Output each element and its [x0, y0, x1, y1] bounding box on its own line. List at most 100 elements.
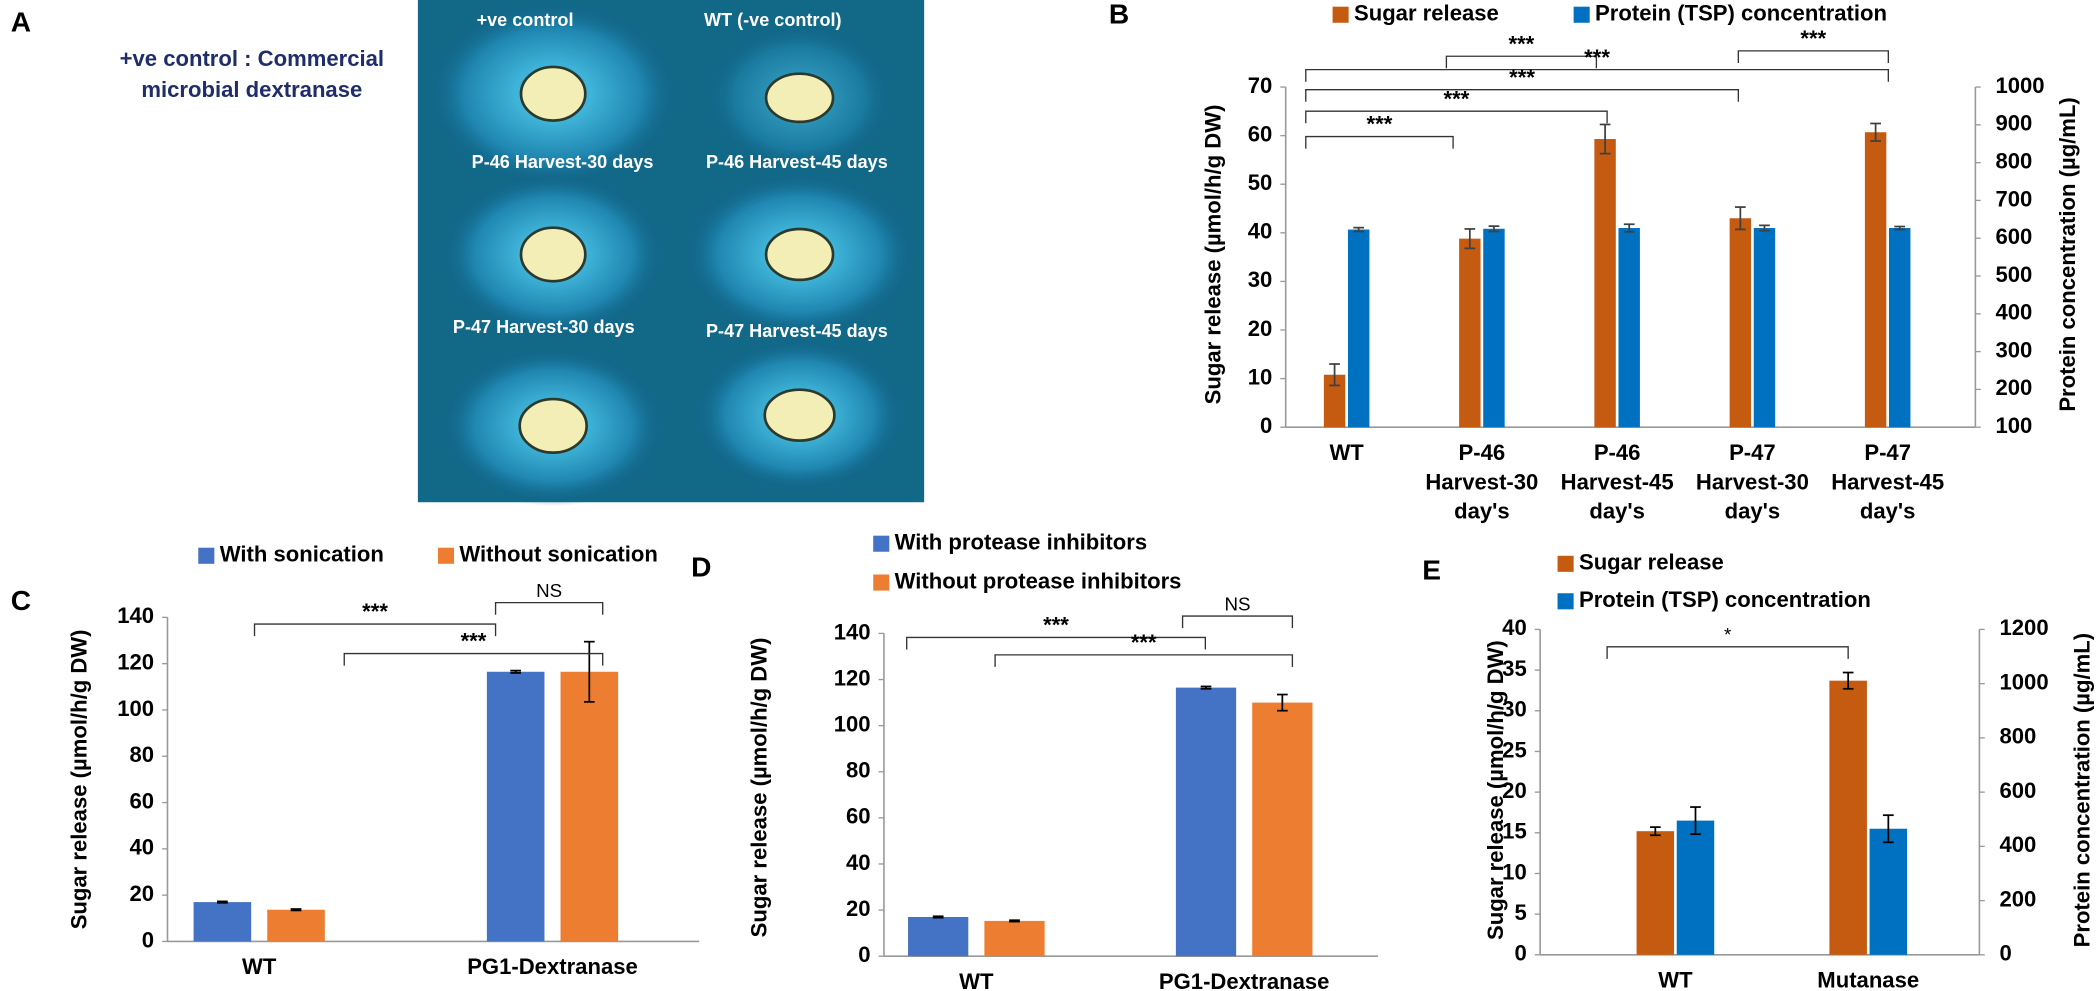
- significance-bracket: [253, 623, 497, 637]
- error-bar: [1649, 826, 1661, 837]
- bar: [1175, 687, 1237, 957]
- bar: [1594, 139, 1616, 428]
- x-tick-label: WT: [242, 954, 277, 979]
- y-tick-label: 0: [1260, 413, 1272, 438]
- significance-bracket: [1606, 646, 1849, 659]
- x-tick-label: PG1-Dextranase: [1159, 969, 1330, 991]
- y-tick-label: 70: [1248, 73, 1273, 98]
- error-bar: [932, 915, 944, 919]
- y2-tick-label: 1200: [1999, 615, 2048, 640]
- photo-label: +ve control: [477, 10, 574, 30]
- y2-tick-label: 800: [1999, 724, 2036, 749]
- error-bar: [1200, 685, 1212, 690]
- error-bar: [1870, 122, 1881, 142]
- x-tick-label: P-46: [1459, 440, 1506, 465]
- panel-label: B: [1109, 0, 1129, 29]
- significance-bracket: [343, 652, 604, 666]
- y-tick-label: 20: [130, 881, 155, 906]
- y-tick-label: 80: [846, 758, 871, 783]
- y-tick-label: 20: [1248, 316, 1273, 341]
- y2-tick-label: 400: [1995, 300, 2032, 325]
- error-bar: [1488, 225, 1500, 233]
- y2-tick-label: 1000: [1999, 669, 2048, 694]
- legend-swatch: [873, 574, 890, 591]
- bar: [1618, 228, 1640, 428]
- y2-tick-label: 300: [1995, 337, 2032, 362]
- legend-label: Protein (TSP) concentration: [1595, 1, 1887, 26]
- y-tick-label: 60: [846, 804, 871, 829]
- bar: [1347, 229, 1370, 428]
- y2-tick-label: 600: [1995, 224, 2032, 249]
- significance-label: ***: [1584, 45, 1610, 70]
- x-tick-label: WT: [1658, 967, 1693, 991]
- bar: [193, 902, 252, 942]
- bar: [267, 909, 325, 942]
- error-bar: [1623, 223, 1635, 233]
- y2-tick-label: 1000: [1995, 73, 2044, 98]
- bar: [1252, 702, 1313, 957]
- bar: [1729, 218, 1752, 428]
- panel-label: D: [691, 552, 711, 583]
- x-tick-label: day's: [1860, 499, 1916, 524]
- y-tick-label: 40: [1502, 615, 1527, 640]
- error-bar: [1464, 228, 1476, 250]
- significance-label: ***: [1444, 86, 1470, 111]
- legend-swatch: [873, 535, 890, 552]
- significance-bracket: [494, 601, 604, 615]
- error-bar: [1734, 206, 1746, 231]
- significance-label: ***: [1800, 26, 1826, 51]
- bar: [1864, 132, 1887, 428]
- photo-label: WT (-ve control): [704, 10, 841, 30]
- photo-label: P-47 Harvest-30 days: [453, 317, 635, 337]
- y-tick-label: 30: [1248, 267, 1273, 292]
- y2-axis-title: Protein concentration (µg/mL): [2070, 633, 2095, 947]
- significance-bracket: [994, 654, 1294, 667]
- x-tick-label: P-47: [1864, 440, 1911, 465]
- significance-bracket: [1445, 55, 1598, 69]
- significance-label: ***: [1509, 65, 1535, 90]
- significance-bracket: [1181, 615, 1294, 629]
- y2-tick-label: 400: [1999, 832, 2036, 857]
- y-axis-title: Sugar release (µmol/h/g DW): [66, 630, 91, 930]
- error-bar: [1276, 693, 1288, 712]
- bar: [1483, 228, 1505, 428]
- y-tick-label: 5: [1514, 900, 1526, 925]
- photo: [417, 0, 925, 507]
- significance-label: NS: [1224, 593, 1250, 614]
- legend-swatch: [1557, 593, 1574, 610]
- photo-label: P-46 Harvest-45 days: [706, 152, 888, 172]
- bar: [1323, 374, 1346, 428]
- y-tick-label: 80: [130, 742, 155, 767]
- panel-label: E: [1422, 554, 1441, 585]
- error-bar: [583, 640, 595, 703]
- y-axis-title: Sugar release (µmol/h/g DW): [1483, 640, 1508, 940]
- bar: [1869, 828, 1908, 955]
- y2-tick-label: 800: [1995, 148, 2032, 173]
- significance-label: ***: [1367, 112, 1393, 137]
- y2-tick-label: 700: [1995, 186, 2032, 211]
- y-tick-label: 20: [1502, 778, 1527, 803]
- y2-tick-label: 100: [1995, 413, 2032, 438]
- y-tick-label: 120: [117, 649, 154, 674]
- error-bar: [1882, 814, 1894, 844]
- legend-label: With protease inhibitors: [895, 530, 1148, 555]
- y-tick-label: 20: [846, 896, 871, 921]
- error-bar: [1759, 224, 1770, 232]
- note: microbial dextranase: [141, 77, 362, 102]
- bar: [1829, 680, 1867, 955]
- y2-tick-label: 200: [1999, 886, 2036, 911]
- error-bar: [290, 908, 302, 912]
- error-bar: [1842, 671, 1854, 690]
- y-tick-label: 40: [130, 835, 155, 860]
- x-tick-label: Mutanase: [1817, 967, 1919, 991]
- y-tick-label: 15: [1502, 819, 1527, 844]
- y-tick-label: 100: [834, 711, 871, 736]
- panel-label: C: [11, 585, 31, 616]
- y-tick-label: 140: [834, 619, 871, 644]
- y-tick-label: 40: [1248, 219, 1273, 244]
- bar: [984, 920, 1045, 957]
- significance-bracket: [906, 636, 1207, 650]
- legend-label: With sonication: [220, 542, 384, 567]
- significance-bracket: [1305, 89, 1740, 102]
- significance-bracket: [1305, 135, 1454, 149]
